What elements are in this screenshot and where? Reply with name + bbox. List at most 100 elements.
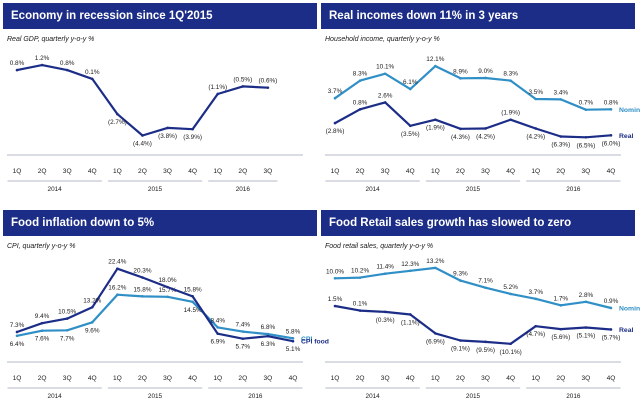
data-label: 3.5% [528,89,543,96]
data-label: 15.8% [133,286,151,293]
data-point [116,112,119,116]
x-tick-label: 4Q [506,168,515,175]
data-label: 5.1% [286,346,301,353]
data-point [534,97,538,101]
data-point [484,127,487,130]
data-point [383,272,387,276]
x-tick-label: 3Q [264,168,273,175]
inflation-line-chart: 6.4% 7.6% 7.7% 9.6% 16.2% 15.8% 15.7% 14.5% 8.4%… [7,259,329,400]
data-label: 14.5% [184,307,202,314]
data-point [358,309,362,312]
data-label: (2.8%) [326,128,345,135]
data-label: (1.9%) [426,125,445,132]
series-line [16,267,294,343]
data-label: 9.0% [478,68,493,75]
data-point [484,340,487,344]
x-tick-label: 2Q [238,168,247,175]
data-point [166,295,169,299]
data-label: 2.6% [378,92,393,99]
data-label: 6.4% [10,341,25,348]
data-label: 8.3% [503,71,518,78]
data-point [40,63,44,67]
series-line [16,293,294,340]
data-label: (9.5%) [476,347,495,354]
data-point [559,304,563,307]
data-label: (3.8%) [158,133,177,140]
data-label: 12.1% [426,56,444,63]
data-label: (9.1%) [451,346,470,353]
data-label: 8.3% [353,71,368,78]
data-point [459,77,462,80]
data-label: (1.1%) [208,84,227,91]
data-label: (0.5%) [233,76,252,83]
data-point [40,329,44,333]
x-year-label: 2014 [366,186,381,193]
income-line-chart: 3.7% 8.3% 10.1% 6.1% 12.1% 8.9% 9.0% 8.3% 3.5% 3.… [325,56,640,193]
data-point [90,77,94,81]
x-year-label: 2015 [466,186,481,193]
x-tick-label: 1Q [331,375,340,382]
data-point [166,285,169,289]
data-label: 0.8% [60,60,75,67]
data-point [90,305,94,309]
x-tick-label: 1Q [113,168,122,175]
data-point [358,79,362,82]
series-line [334,304,612,345]
x-year-label: 2014 [366,393,381,400]
data-point [166,126,169,130]
x-tick-label: 3Q [63,375,72,382]
data-label: 8.9% [453,68,468,75]
series-legend-label: CPI food [301,339,329,346]
data-point [15,68,19,72]
data-label: 15.8% [184,286,202,293]
data-point [609,108,613,111]
x-tick-label: 1Q [431,168,440,175]
x-tick-label: 1Q [531,168,540,175]
x-tick-label: 3Q [63,168,72,175]
data-point [609,306,613,310]
x-tick-label: 3Q [381,168,390,175]
data-point [534,127,538,130]
data-point [266,332,270,336]
chart-title: Food Retail sales growth has slowed to z… [321,210,635,236]
x-tick-label: 2Q [356,168,365,175]
data-label: 16.2% [108,285,126,292]
chart-title: Economy in recession since 1Q'2015 [3,3,317,29]
chart-subtitle: Household income, quarterly y-o-y % [325,36,440,43]
data-point [434,118,437,121]
x-tick-label: 1Q [113,375,122,382]
data-label: (6.5%) [576,142,595,149]
data-label: 0.7% [579,100,594,107]
data-point [90,321,94,324]
data-point [534,297,538,301]
series-legend-label: Real [619,133,633,140]
data-point [241,85,245,88]
data-point [559,327,563,331]
series-legend-label: Nominal [619,107,640,114]
x-tick-label: 4Q [506,375,515,382]
series-legend-label: Nominal [619,305,640,312]
data-label: 0.9% [604,298,619,305]
data-point [484,76,487,80]
data-label: 11.4% [376,264,394,271]
x-tick-label: 2Q [238,375,247,382]
data-point [408,269,412,273]
data-label: 10.2% [351,268,369,275]
data-point [333,96,337,100]
data-point [191,300,194,304]
data-point [241,337,245,340]
data-label: 0.8% [353,99,368,106]
data-label: 6.3% [261,341,276,348]
data-point [65,68,69,72]
data-point [65,329,69,332]
data-point [434,332,437,335]
data-point [40,321,44,325]
data-point [609,328,613,331]
x-tick-label: 4Q [88,168,97,175]
x-tick-label: 1Q [213,168,222,175]
data-label: (0.6%) [258,78,277,85]
data-label: 9.6% [85,327,100,334]
data-label: (4.3%) [451,134,470,141]
data-label: 1.7% [554,295,569,302]
data-label: (4.7%) [526,331,545,338]
